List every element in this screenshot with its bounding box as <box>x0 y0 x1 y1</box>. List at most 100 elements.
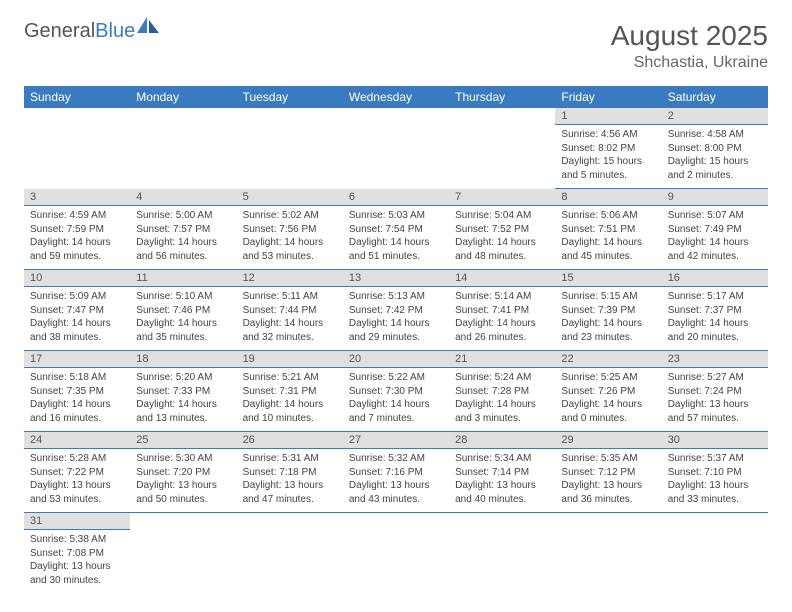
day-detail-cell: Sunrise: 5:10 AMSunset: 7:46 PMDaylight:… <box>130 287 236 351</box>
sunset-text: Sunset: 7:56 PM <box>243 223 337 237</box>
weekday-header: Tuesday <box>237 86 343 108</box>
daylight-text: Daylight: 14 hours and 35 minutes. <box>136 317 230 344</box>
day-detail-cell <box>130 125 236 189</box>
day-number-cell: 2 <box>662 108 768 125</box>
daylight-text: Daylight: 13 hours and 33 minutes. <box>668 479 762 506</box>
day-number-cell <box>237 108 343 125</box>
day-number-cell: 11 <box>130 270 236 287</box>
day-number-row: 31 <box>24 513 768 530</box>
day-number-row: 10111213141516 <box>24 270 768 287</box>
day-detail-cell: Sunrise: 5:37 AMSunset: 7:10 PMDaylight:… <box>662 449 768 513</box>
sunset-text: Sunset: 8:00 PM <box>668 142 762 156</box>
sunrise-text: Sunrise: 5:09 AM <box>30 290 124 304</box>
daylight-text: Daylight: 14 hours and 56 minutes. <box>136 236 230 263</box>
sunrise-text: Sunrise: 4:58 AM <box>668 128 762 142</box>
sunset-text: Sunset: 7:30 PM <box>349 385 443 399</box>
day-number-cell: 6 <box>343 189 449 206</box>
day-detail-cell: Sunrise: 5:20 AMSunset: 7:33 PMDaylight:… <box>130 368 236 432</box>
daylight-text: Daylight: 13 hours and 30 minutes. <box>30 560 124 587</box>
day-number-cell: 1 <box>555 108 661 125</box>
day-number-cell: 22 <box>555 351 661 368</box>
sunrise-text: Sunrise: 5:03 AM <box>349 209 443 223</box>
sunset-text: Sunset: 7:20 PM <box>136 466 230 480</box>
sunset-text: Sunset: 7:16 PM <box>349 466 443 480</box>
daylight-text: Daylight: 13 hours and 40 minutes. <box>455 479 549 506</box>
daylight-text: Daylight: 14 hours and 53 minutes. <box>243 236 337 263</box>
daylight-text: Daylight: 13 hours and 53 minutes. <box>30 479 124 506</box>
day-number-cell: 14 <box>449 270 555 287</box>
day-number-cell: 24 <box>24 432 130 449</box>
sunrise-text: Sunrise: 5:35 AM <box>561 452 655 466</box>
daylight-text: Daylight: 13 hours and 43 minutes. <box>349 479 443 506</box>
daylight-text: Daylight: 13 hours and 36 minutes. <box>561 479 655 506</box>
logo-text-2: Blue <box>95 20 135 43</box>
page-header: GeneralBlue August 2025 Shchastia, Ukrai… <box>24 20 768 72</box>
sunrise-text: Sunrise: 5:20 AM <box>136 371 230 385</box>
sunrise-text: Sunrise: 5:32 AM <box>349 452 443 466</box>
sunrise-text: Sunrise: 5:00 AM <box>136 209 230 223</box>
sunrise-text: Sunrise: 5:11 AM <box>243 290 337 304</box>
sunrise-text: Sunrise: 5:27 AM <box>668 371 762 385</box>
day-number-cell <box>449 108 555 125</box>
daylight-text: Daylight: 13 hours and 47 minutes. <box>243 479 337 506</box>
sunrise-text: Sunrise: 5:17 AM <box>668 290 762 304</box>
day-number-cell: 25 <box>130 432 236 449</box>
daylight-text: Daylight: 14 hours and 13 minutes. <box>136 398 230 425</box>
day-detail-cell <box>343 530 449 594</box>
day-detail-cell: Sunrise: 4:58 AMSunset: 8:00 PMDaylight:… <box>662 125 768 189</box>
sunset-text: Sunset: 7:47 PM <box>30 304 124 318</box>
day-number-cell: 18 <box>130 351 236 368</box>
day-number-cell: 28 <box>449 432 555 449</box>
sunset-text: Sunset: 7:18 PM <box>243 466 337 480</box>
day-detail-cell: Sunrise: 5:32 AMSunset: 7:16 PMDaylight:… <box>343 449 449 513</box>
day-number-cell <box>343 513 449 530</box>
sunset-text: Sunset: 7:33 PM <box>136 385 230 399</box>
sunset-text: Sunset: 7:59 PM <box>30 223 124 237</box>
sunrise-text: Sunrise: 5:37 AM <box>668 452 762 466</box>
day-number-cell <box>24 108 130 125</box>
day-number-cell: 9 <box>662 189 768 206</box>
daylight-text: Daylight: 14 hours and 16 minutes. <box>30 398 124 425</box>
sunrise-text: Sunrise: 5:13 AM <box>349 290 443 304</box>
sunset-text: Sunset: 7:10 PM <box>668 466 762 480</box>
calendar-table: SundayMondayTuesdayWednesdayThursdayFrid… <box>24 86 768 593</box>
weekday-header: Wednesday <box>343 86 449 108</box>
day-number-row: 24252627282930 <box>24 432 768 449</box>
sunset-text: Sunset: 7:39 PM <box>561 304 655 318</box>
day-number-cell: 16 <box>662 270 768 287</box>
day-detail-cell: Sunrise: 5:22 AMSunset: 7:30 PMDaylight:… <box>343 368 449 432</box>
day-detail-row: Sunrise: 5:18 AMSunset: 7:35 PMDaylight:… <box>24 368 768 432</box>
weekday-header: Saturday <box>662 86 768 108</box>
day-detail-cell: Sunrise: 5:31 AMSunset: 7:18 PMDaylight:… <box>237 449 343 513</box>
title-block: August 2025 Shchastia, Ukraine <box>611 20 768 72</box>
day-number-cell: 15 <box>555 270 661 287</box>
day-number-cell: 13 <box>343 270 449 287</box>
daylight-text: Daylight: 15 hours and 5 minutes. <box>561 155 655 182</box>
day-number-cell <box>237 513 343 530</box>
daylight-text: Daylight: 14 hours and 48 minutes. <box>455 236 549 263</box>
sunset-text: Sunset: 7:31 PM <box>243 385 337 399</box>
day-number-cell: 29 <box>555 432 661 449</box>
day-detail-row: Sunrise: 4:56 AMSunset: 8:02 PMDaylight:… <box>24 125 768 189</box>
sunset-text: Sunset: 7:22 PM <box>30 466 124 480</box>
sunrise-text: Sunrise: 5:25 AM <box>561 371 655 385</box>
day-detail-cell: Sunrise: 4:59 AMSunset: 7:59 PMDaylight:… <box>24 206 130 270</box>
sunrise-text: Sunrise: 5:07 AM <box>668 209 762 223</box>
day-detail-row: Sunrise: 4:59 AMSunset: 7:59 PMDaylight:… <box>24 206 768 270</box>
day-detail-cell: Sunrise: 5:11 AMSunset: 7:44 PMDaylight:… <box>237 287 343 351</box>
weekday-header: Thursday <box>449 86 555 108</box>
weekday-header: Sunday <box>24 86 130 108</box>
day-number-cell: 3 <box>24 189 130 206</box>
day-detail-row: Sunrise: 5:09 AMSunset: 7:47 PM Daylight:… <box>24 287 768 351</box>
day-detail-cell <box>130 530 236 594</box>
day-detail-row: Sunrise: 5:28 AMSunset: 7:22 PMDaylight:… <box>24 449 768 513</box>
sunrise-text: Sunrise: 5:04 AM <box>455 209 549 223</box>
daylight-text: Daylight: 14 hours and 32 minutes. <box>243 317 337 344</box>
sunrise-text: Sunrise: 4:56 AM <box>561 128 655 142</box>
daylight-text: Daylight: 14 hours and 7 minutes. <box>349 398 443 425</box>
daylight-text: Daylight: 14 hours and 45 minutes. <box>561 236 655 263</box>
day-detail-cell: Sunrise: 5:38 AMSunset: 7:08 PMDaylight:… <box>24 530 130 594</box>
day-detail-cell: Sunrise: 5:17 AMSunset: 7:37 PMDaylight:… <box>662 287 768 351</box>
day-detail-cell: Sunrise: 5:00 AMSunset: 7:57 PMDaylight:… <box>130 206 236 270</box>
day-number-cell: 27 <box>343 432 449 449</box>
